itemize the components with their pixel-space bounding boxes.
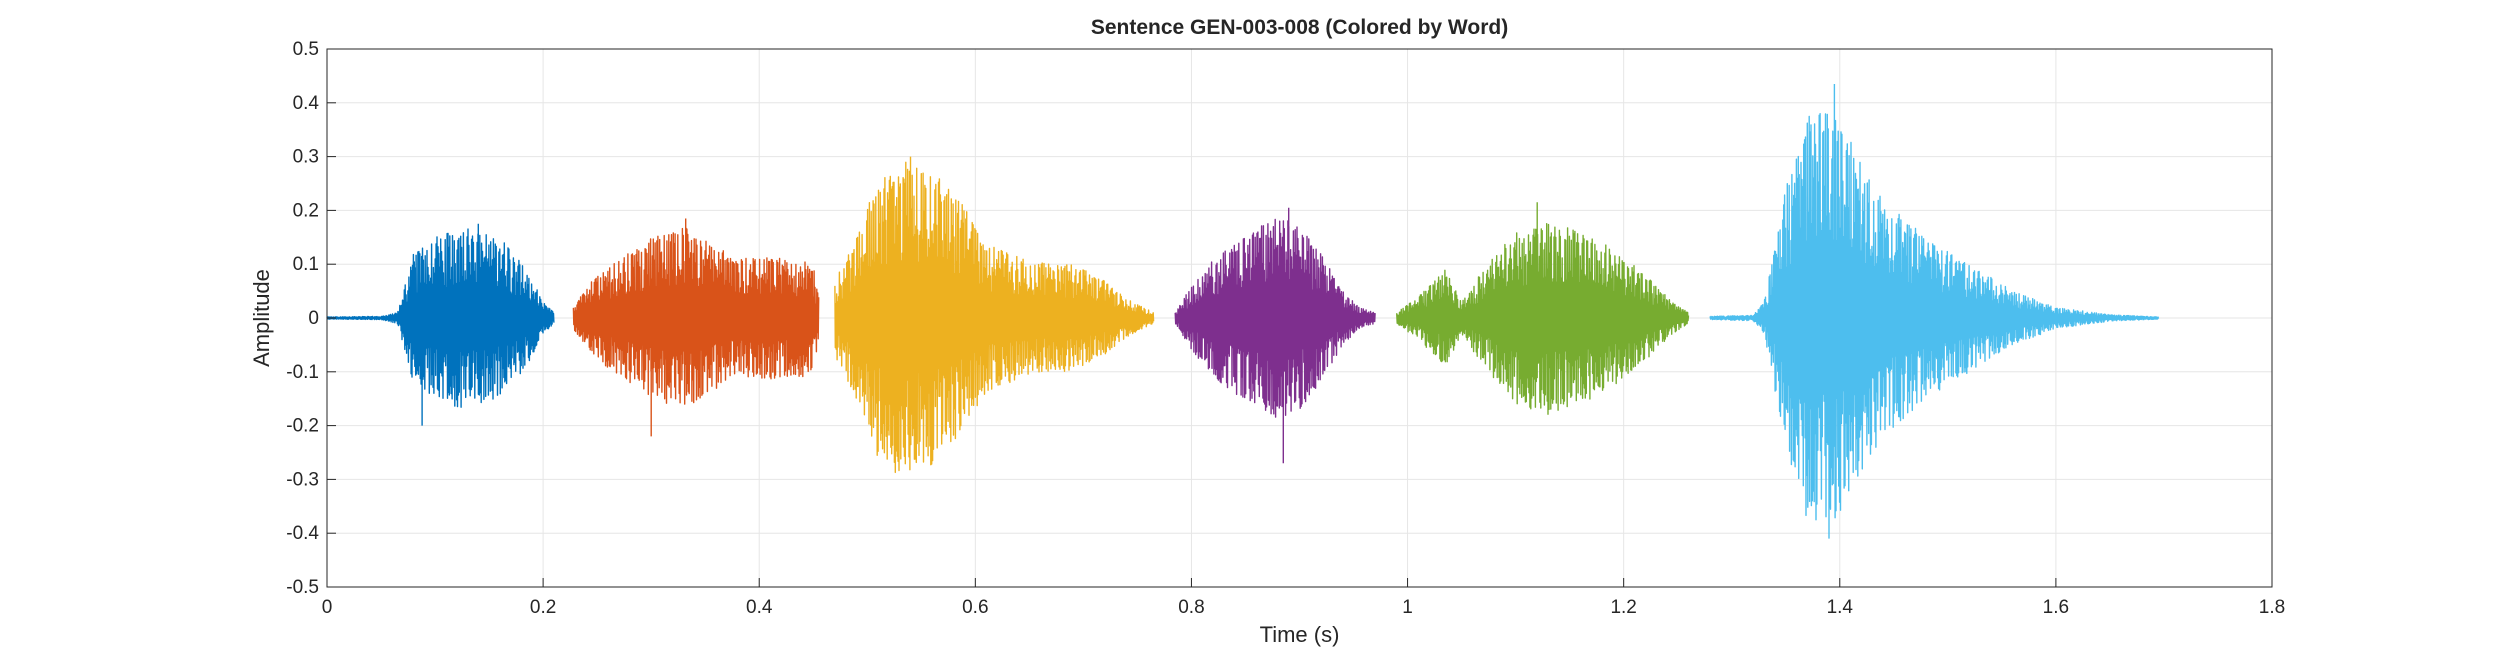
waveform-series-layer — [326, 84, 2160, 539]
y-tick-label: 0.3 — [293, 147, 319, 168]
x-tick-label: 1.6 — [2043, 597, 2069, 618]
waveform-word-6 — [1709, 84, 2160, 539]
y-tick-label: -0.1 — [286, 362, 319, 383]
x-tick-label: 0.8 — [1178, 597, 1204, 618]
y-tick-label: -0.2 — [286, 416, 319, 437]
y-tick-label: 0 — [308, 308, 319, 329]
x-tick-label: 1 — [1402, 597, 1413, 618]
x-tick-label: 1.4 — [1827, 597, 1854, 618]
waveform-word-4 — [1174, 207, 1376, 464]
x-tick-label: 1.8 — [2259, 597, 2285, 618]
waveform-word-1 — [326, 223, 555, 426]
y-tick-label: 0.5 — [293, 39, 319, 60]
waveform-word-5 — [1396, 202, 1690, 415]
chart-title: Sentence GEN-003-008 (Colored by Word) — [1091, 16, 1508, 39]
x-tick-label: 0.6 — [962, 597, 988, 618]
axis-ticks: 0 0.2 0.4 0.6 0.8 1 1.2 1.4 1.6 1.8 -0.5 -0.4 -0.3 -0… — [286, 39, 2285, 618]
y-tick-label: -0.5 — [286, 577, 319, 598]
x-tick-label: 0.2 — [530, 597, 556, 618]
y-tick-label: -0.3 — [286, 469, 319, 490]
y-tick-label: -0.4 — [286, 523, 319, 544]
waveform-word-2 — [572, 218, 820, 437]
y-axis-label: Amplitude — [249, 269, 274, 367]
y-tick-label: 0.1 — [293, 254, 319, 275]
y-tick-label: 0.4 — [293, 93, 320, 114]
y-tick-label: 0.2 — [293, 200, 319, 221]
x-tick-label: 0.4 — [746, 597, 773, 618]
x-tick-label: 0 — [322, 597, 333, 618]
x-axis-label: Time (s) — [1260, 622, 1340, 647]
x-tick-label: 1.2 — [1610, 597, 1636, 618]
waveform-word-3 — [834, 156, 1155, 474]
